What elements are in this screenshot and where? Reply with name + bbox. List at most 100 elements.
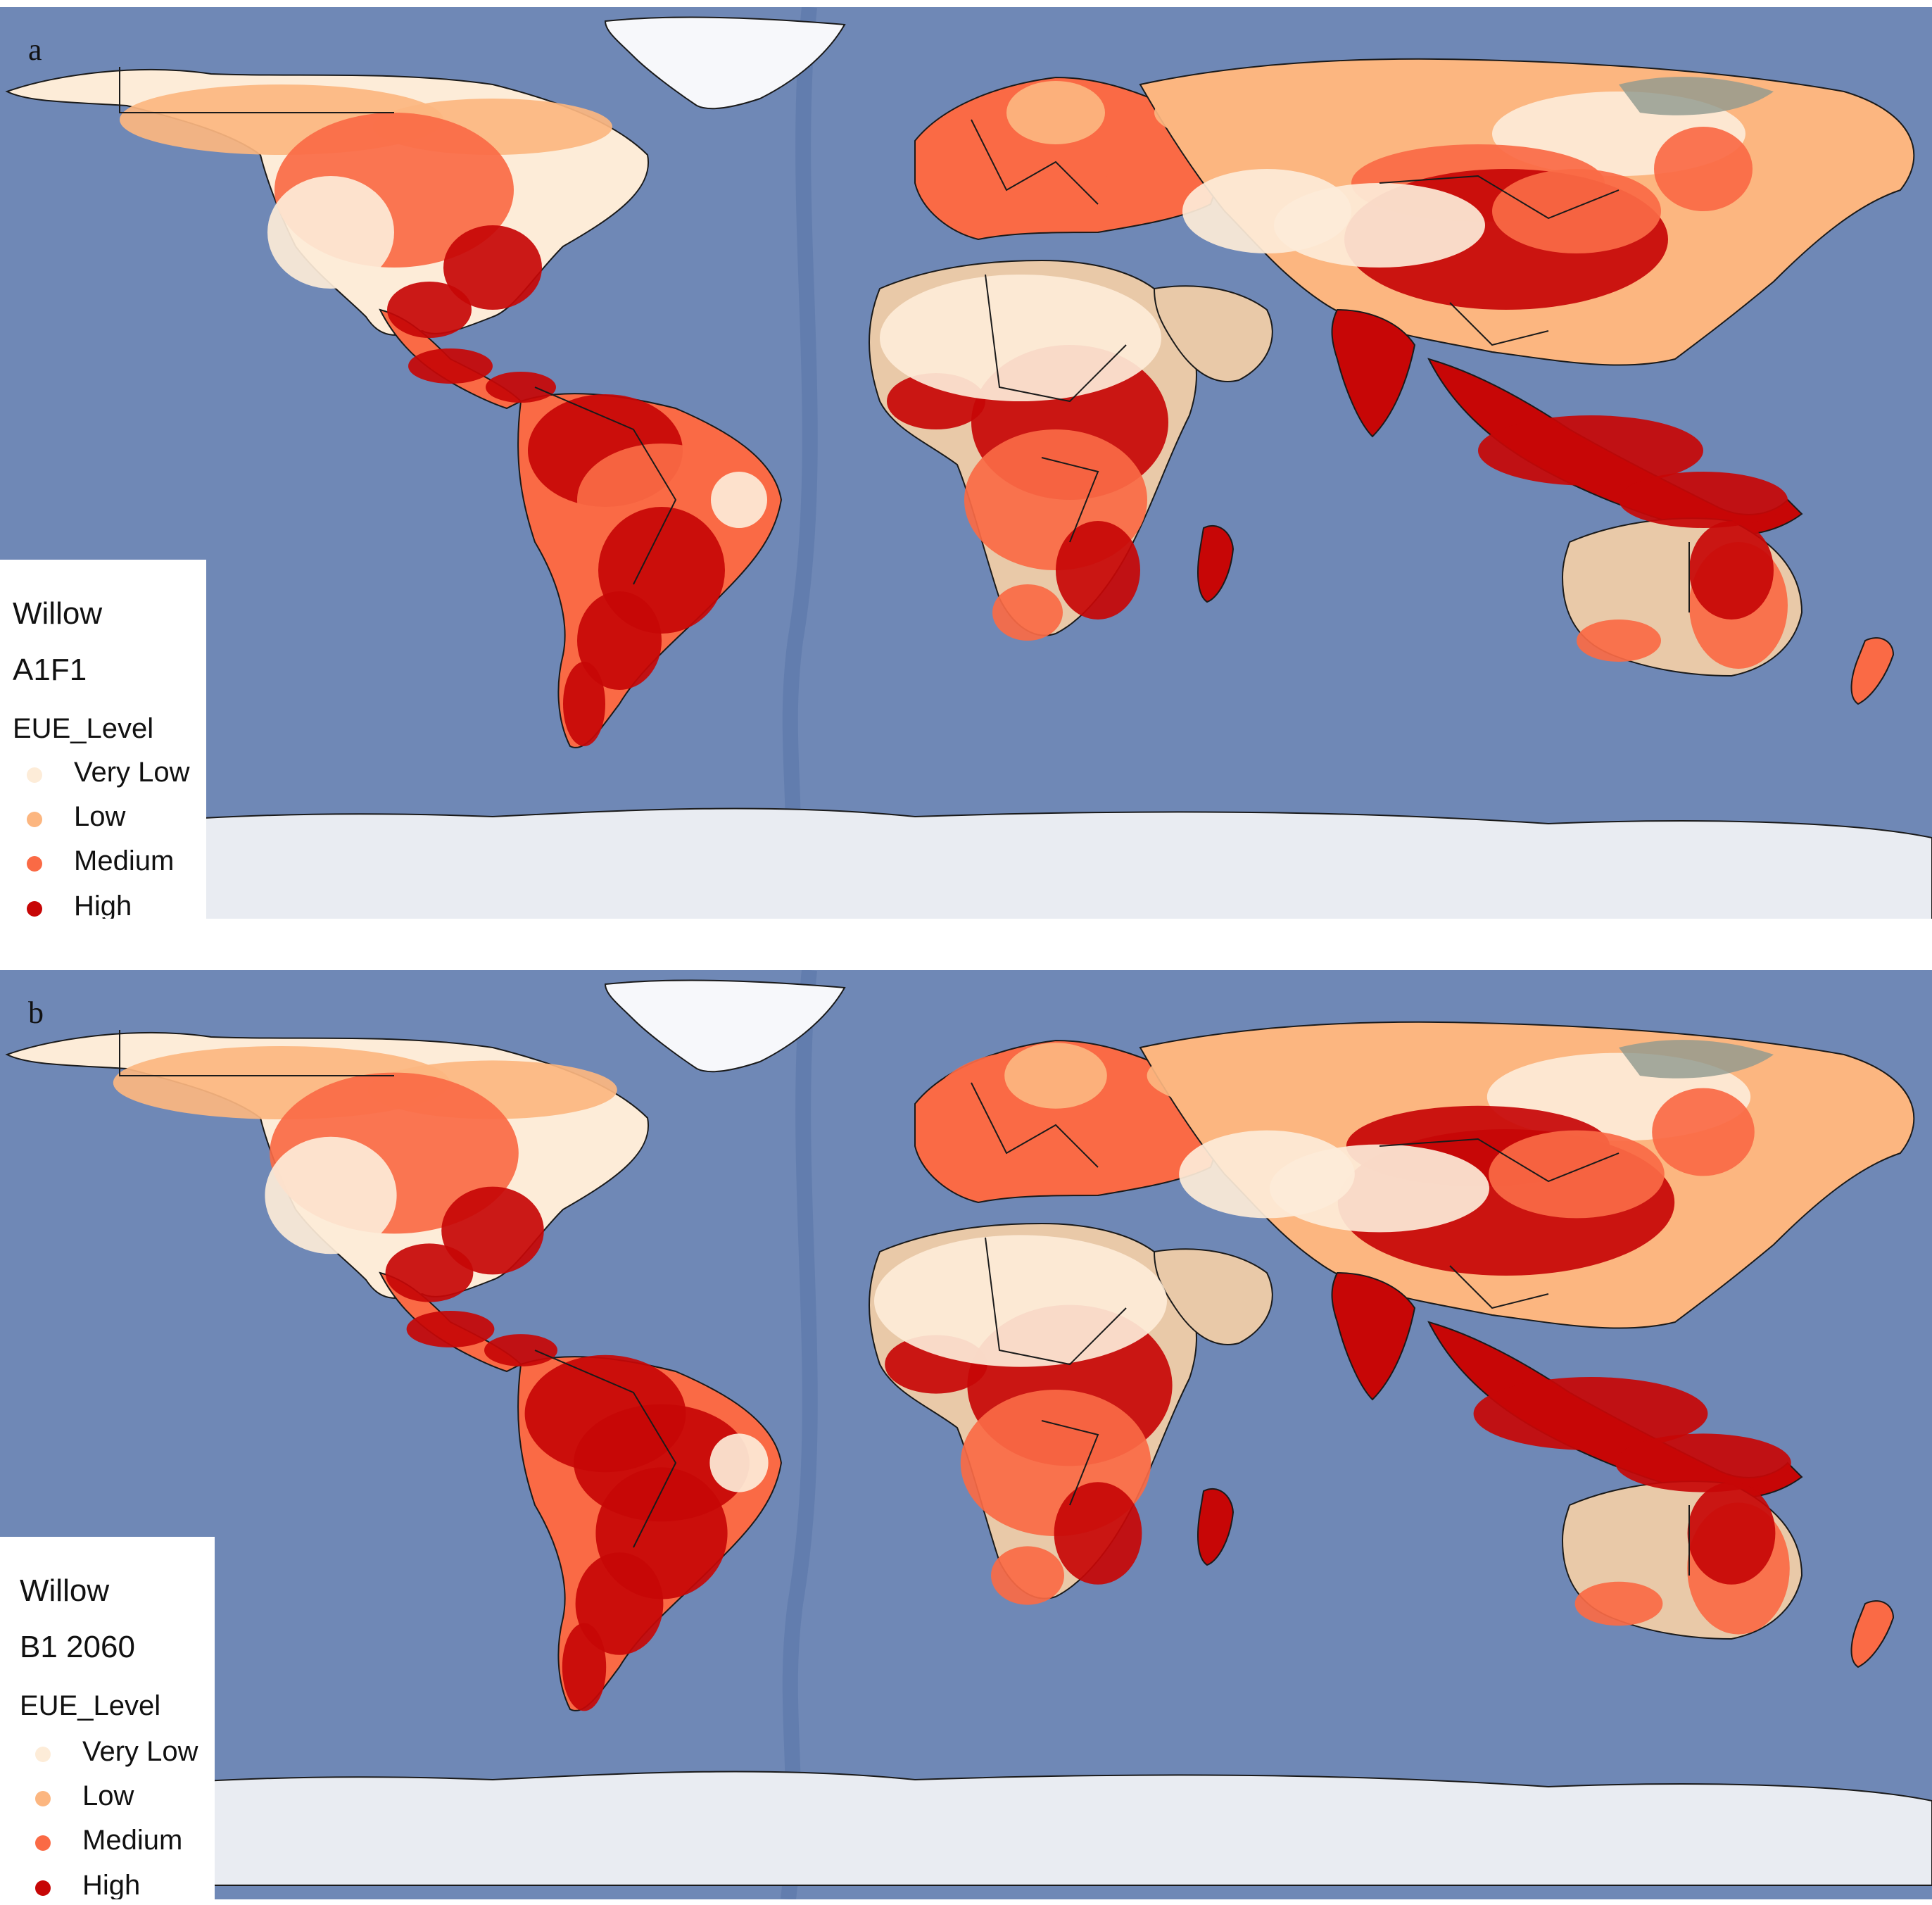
eue-region-very-low <box>1182 169 1351 253</box>
map-layer-a <box>0 7 1932 919</box>
eue-region-low <box>1147 1031 1528 1120</box>
world-map-b: b <box>0 970 1932 1899</box>
eue-region-medium <box>1489 1130 1665 1219</box>
landmass-madagascar <box>1197 1488 1235 1566</box>
eue-region-medium <box>1652 1088 1755 1176</box>
country-border <box>119 1030 394 1076</box>
ocean-ridge <box>781 7 818 919</box>
eue-region-very-low <box>709 1433 769 1492</box>
tundra-region <box>1619 77 1774 115</box>
eue-region-high <box>1056 521 1140 620</box>
country-border <box>534 386 677 585</box>
map-layer-b <box>0 970 1932 1899</box>
eue-region-high <box>562 1623 607 1711</box>
eue-region-high <box>385 1243 474 1302</box>
world-map-a: a <box>0 7 1932 919</box>
landmass-antarctica <box>0 807 1932 919</box>
legend-b: Willow B1 2060 EUE_Level Very Low Low Me… <box>0 1537 215 1899</box>
country-border <box>534 1350 677 1548</box>
eue-region-medium <box>1574 1581 1663 1626</box>
legend-field-label: EUE_Level <box>13 713 154 744</box>
eue-region-high <box>575 1552 664 1655</box>
eue-region-low <box>1154 70 1520 155</box>
eue-region-medium <box>991 1546 1064 1605</box>
map-panel-b: b Willow B1 2060 EUE_Level Very Low Low … <box>0 970 1932 1899</box>
legend-a: Willow A1F1 EUE_Level Very Low Low Mediu… <box>0 560 206 919</box>
country-border <box>1449 302 1549 346</box>
landmass-arabia <box>1153 285 1273 382</box>
legend-swatch-medium <box>35 1835 51 1851</box>
country-border <box>1379 175 1620 220</box>
legend-item-very-low: Very Low <box>74 757 190 788</box>
eue-region-high <box>1478 415 1703 486</box>
country-border <box>1041 457 1099 543</box>
landmass-new-zealand <box>1850 637 1895 705</box>
landmass-india <box>1331 1271 1416 1401</box>
eue-region-very-low <box>711 472 767 528</box>
country-border <box>971 119 1099 205</box>
eue-region-medium <box>1492 169 1661 253</box>
legend-scenario-label: A1F1 <box>13 653 87 687</box>
eue-region-high <box>563 662 605 746</box>
eue-region-high <box>1619 472 1788 528</box>
legend-swatch-medium <box>27 856 42 872</box>
legend-swatch-very-low <box>27 767 42 783</box>
country-border <box>971 1082 1099 1168</box>
legend-swatch-very-low <box>35 1747 51 1762</box>
legend-swatch-high <box>35 1880 51 1896</box>
country-border <box>1041 1420 1099 1506</box>
eue-region-very-low <box>267 176 394 289</box>
panel-letter-b: b <box>28 995 44 1030</box>
country-border <box>119 67 394 113</box>
country-border <box>1449 1265 1549 1309</box>
eue-region-medium <box>992 584 1063 641</box>
landmass-antarctica <box>0 1771 1932 1886</box>
eue-region-high <box>406 1311 495 1347</box>
legend-item-medium: Medium <box>82 1825 183 1856</box>
eue-region-medium <box>1654 127 1753 211</box>
landmass-greenland <box>604 979 846 1073</box>
eue-region-very-low <box>874 1235 1167 1367</box>
eue-region-very-low <box>265 1136 397 1255</box>
eue-region-very-low <box>880 275 1161 401</box>
eue-region-high <box>441 1186 544 1275</box>
eue-region-high <box>1689 521 1774 620</box>
eue-region-high <box>1054 1482 1142 1585</box>
eue-region-high <box>577 591 662 690</box>
legend-swatch-low <box>27 812 42 827</box>
eue-region-high <box>486 372 556 403</box>
eue-region-high <box>1615 1433 1791 1492</box>
legend-crop-label: Willow <box>13 596 103 631</box>
legend-item-high: High <box>82 1870 141 1899</box>
landmass-greenland <box>604 16 846 110</box>
landmass-madagascar <box>1197 524 1235 603</box>
panel-letter-a: a <box>28 32 42 67</box>
legend-item-low: Low <box>82 1780 134 1811</box>
eue-region-high <box>408 348 493 384</box>
legend-swatch-high <box>27 901 42 917</box>
country-border <box>985 1237 1127 1366</box>
country-border <box>1379 1138 1620 1183</box>
landmass-india <box>1331 308 1416 438</box>
legend-crop-label: Willow <box>20 1573 110 1608</box>
legend-item-medium: Medium <box>74 845 175 876</box>
eue-region-low <box>1006 81 1105 144</box>
eue-region-low <box>1004 1043 1107 1109</box>
legend-field-label: EUE_Level <box>20 1690 161 1721</box>
legend-item-high: High <box>74 891 132 919</box>
map-panel-a: a Willow A1F1 EUE_Level Very Low Low Med… <box>0 7 1932 919</box>
landmass-new-zealand <box>1850 1600 1895 1668</box>
eue-region-high <box>387 282 472 338</box>
legend-swatch-low <box>35 1791 51 1806</box>
eue-region-high <box>484 1334 557 1366</box>
legend-scenario-label: B1 2060 <box>20 1630 135 1664</box>
landmass-arabia <box>1153 1248 1273 1345</box>
legend-item-low: Low <box>74 801 126 832</box>
eue-region-high <box>1473 1377 1708 1450</box>
country-border <box>985 274 1127 403</box>
eue-region-high <box>443 225 542 310</box>
tundra-region <box>1619 1040 1774 1079</box>
eue-region-high <box>1687 1482 1776 1585</box>
eue-region-very-low <box>1179 1130 1355 1219</box>
eue-region-medium <box>1577 620 1661 662</box>
